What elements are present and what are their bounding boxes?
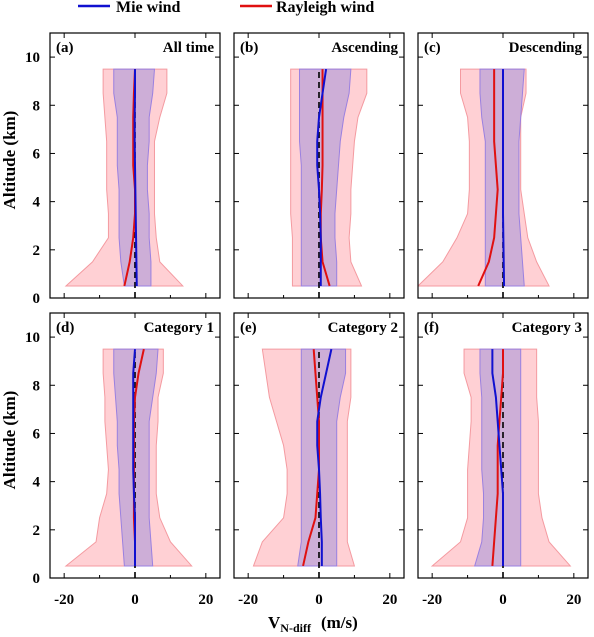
panel-title: All time — [163, 40, 215, 56]
x-tick-label: 0 — [499, 592, 507, 608]
x-axis-label-main: V — [268, 613, 281, 632]
panel-id-label: (b) — [240, 40, 258, 56]
x-axis-label-unit: (m/s) — [321, 613, 358, 632]
mie-band — [299, 68, 352, 287]
panel-plot-area — [418, 68, 550, 298]
legend-rayleigh-label: Rayleigh wind — [276, 0, 374, 16]
mie-band — [297, 348, 347, 567]
mie-band — [113, 348, 159, 567]
y-tick-label: 6 — [33, 426, 41, 442]
x-tick-label: 0 — [315, 592, 323, 608]
x-tick-label: 20 — [566, 592, 581, 608]
y-tick-label: 4 — [33, 475, 41, 491]
y-tick-label: 2 — [33, 523, 41, 539]
panel-2: (b) Ascending — [233, 32, 405, 299]
y-tick-label: 8 — [33, 378, 41, 394]
x-axis-label: VN-diff (m/s) — [268, 613, 358, 635]
mie-line — [491, 349, 504, 566]
y-tick-label: 4 — [33, 195, 41, 211]
rayleigh-line — [123, 69, 136, 287]
panel-title: Descending — [509, 40, 583, 56]
panel-plot-area — [64, 68, 184, 298]
x-tick-label: -20 — [54, 592, 74, 608]
y-tick-label: 10 — [25, 50, 40, 66]
panel-title: Ascending — [331, 40, 398, 56]
y-axis-label-bottom: Altitude (km) — [0, 391, 19, 490]
legend-mie-label: Mie wind — [116, 0, 181, 16]
y-tick-label: 10 — [25, 330, 40, 346]
y-axis-label-top: Altitude (km) — [0, 111, 19, 210]
y-tick-label: 0 — [33, 291, 41, 307]
mie-line — [316, 348, 333, 566]
x-tick-label: -20 — [422, 592, 442, 608]
panel-plot-area — [252, 348, 356, 578]
panel-id-label: (c) — [424, 40, 441, 56]
panel-id-label: (e) — [240, 320, 257, 336]
y-tick-label: 6 — [33, 146, 41, 162]
x-axis-label-subscript: N-diff — [280, 621, 312, 635]
mie-line — [133, 69, 138, 286]
panel-title: Category 3 — [512, 320, 582, 336]
panel-id-label: (a) — [56, 40, 74, 56]
x-tick-label: 0 — [131, 592, 139, 608]
panel-id-label: (f) — [424, 320, 439, 336]
panels: (a) All time 0 2 4 6 8 10 (b) Ascending (c) Descend… — [25, 32, 589, 608]
panel-title: Category 1 — [144, 320, 214, 336]
rayleigh-line — [491, 349, 504, 567]
y-tick-label: 2 — [33, 243, 41, 259]
panel-title: Category 2 — [328, 320, 398, 336]
panel-plot-area — [64, 348, 193, 578]
panel-plot-area — [430, 348, 572, 578]
y-tick-label: 8 — [33, 98, 41, 114]
panel-5: (e) Category 2 -20 0 20 — [233, 312, 405, 608]
panel-6: (f) Category 3 -20 0 20 — [417, 312, 589, 608]
panel-id-label: (d) — [56, 320, 74, 336]
panel-4: (d) Category 1 -20 0 20 0 2 4 6 8 10 — [25, 312, 221, 608]
panel-plot-area — [290, 68, 368, 298]
legend: Mie wind Rayleigh wind — [78, 0, 374, 16]
rayleigh-line — [477, 69, 499, 287]
panel-3: (c) Descending — [417, 32, 589, 299]
panel-1: (a) All time 0 2 4 6 8 10 — [25, 32, 221, 307]
x-tick-label: 20 — [382, 592, 397, 608]
y-tick-label: 0 — [33, 571, 41, 587]
mie-line — [132, 349, 136, 566]
mie-line — [316, 68, 328, 286]
mie-line — [502, 69, 506, 286]
x-tick-label: 20 — [198, 592, 213, 608]
x-tick-label: -20 — [238, 592, 258, 608]
